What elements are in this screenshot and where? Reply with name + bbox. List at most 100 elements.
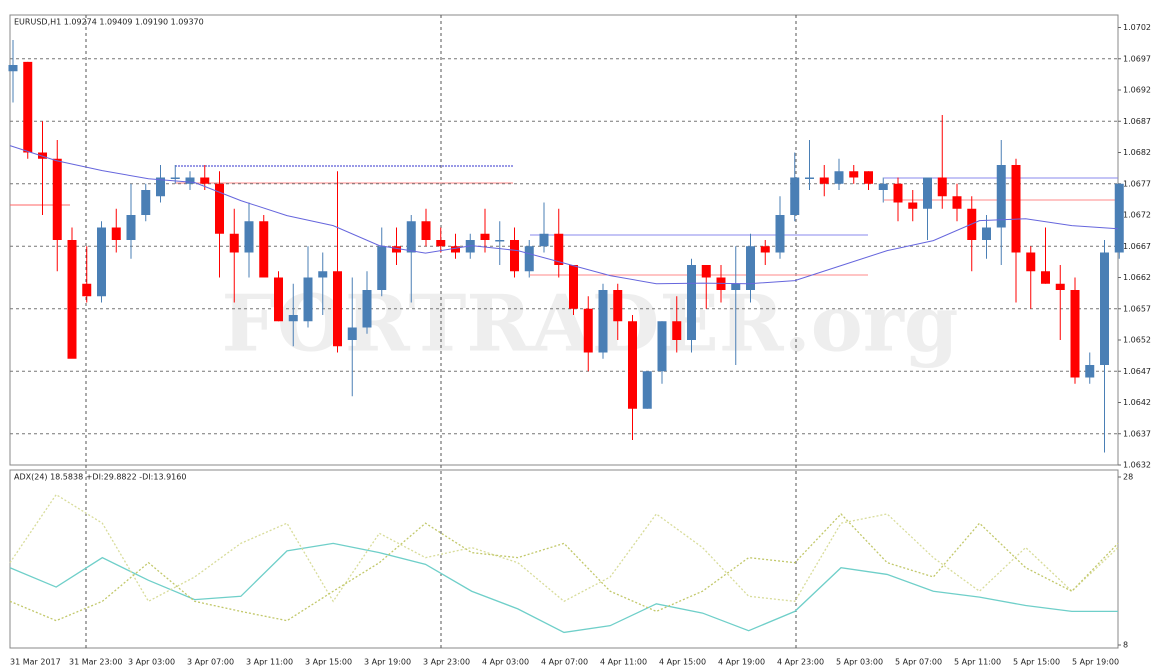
candle-body (849, 171, 859, 178)
x-tick-label: 3 Apr 11:00 (246, 658, 293, 667)
candle-body (67, 240, 77, 359)
candle-body (52, 158, 62, 240)
candle-body (97, 227, 106, 297)
x-tick-label: 5 Apr 11:00 (954, 658, 1001, 667)
indicator-line (9, 513, 1119, 622)
candle-body (598, 290, 608, 353)
candle-body (495, 240, 505, 242)
candle-body (333, 271, 342, 347)
x-tick-label: 31 Mar 23:00 (69, 658, 122, 667)
y-tick-label: 1.0682 (1123, 148, 1151, 157)
x-tick-label: 4 Apr 03:00 (482, 658, 529, 667)
y-tick-label: 8 (1123, 641, 1128, 650)
candle-body (1100, 252, 1109, 365)
candle-body (200, 177, 210, 184)
y-tick-label: 1.0657 (1123, 304, 1151, 313)
candle-body (554, 233, 564, 265)
candle-body (834, 171, 844, 184)
candle-body (229, 233, 239, 253)
y-tick-label: 1.0632 (1123, 461, 1151, 470)
candle-body (156, 177, 165, 197)
candle-body (362, 290, 372, 328)
candle-body (1055, 283, 1065, 290)
adx-panel (9, 469, 1119, 649)
candle-body (451, 246, 460, 253)
candle-body (288, 315, 298, 322)
x-tick-label: 3 Apr 15:00 (305, 658, 352, 667)
candle-body (996, 165, 1006, 228)
candle-body (215, 183, 224, 234)
candle-body (760, 246, 770, 253)
y-tick-label: 1.0637 (1123, 429, 1151, 438)
x-tick-label: 4 Apr 19:00 (718, 658, 765, 667)
candle-body (539, 233, 549, 247)
levels (10, 165, 1118, 276)
candle-body (569, 265, 578, 309)
y-tick-label: 1.0692 (1123, 86, 1151, 95)
x-tick-label: 4 Apr 07:00 (541, 658, 588, 667)
candle-body (864, 171, 873, 184)
x-tick-label: 5 Apr 03:00 (836, 658, 883, 667)
indicator-title: ADX(24) 18.5838 +DI:29.8822 -DI:13.9160 (14, 473, 186, 482)
candle-body (244, 221, 254, 253)
candle-body (406, 221, 416, 253)
x-tick-label: 3 Apr 23:00 (423, 658, 470, 667)
candle-body (701, 265, 711, 278)
candle-body (377, 246, 387, 290)
candle-body (908, 202, 918, 209)
y-tick-label: 1.0672 (1123, 211, 1151, 220)
x-tick-label: 4 Apr 23:00 (777, 658, 824, 667)
candle-body (421, 221, 431, 240)
candle-body (8, 65, 18, 72)
x-tick-label: 5 Apr 15:00 (1013, 658, 1060, 667)
candle-body (819, 177, 829, 184)
candle-body (687, 265, 696, 340)
candle-body (82, 283, 92, 297)
price-panel (9, 14, 1119, 466)
candle-body (347, 327, 357, 340)
candle-body (731, 283, 741, 290)
candle-body (805, 177, 814, 179)
y-tick-label: 1.0667 (1123, 242, 1151, 251)
candle-body (613, 290, 623, 322)
candle-body (1041, 271, 1050, 284)
candle-body (1085, 365, 1095, 378)
candle-body (628, 321, 637, 409)
indicator-line (9, 542, 1118, 634)
y-tick-label: 1.0652 (1123, 336, 1151, 345)
candle-body (790, 177, 800, 215)
y-tick-label: 1.0642 (1123, 398, 1151, 407)
y-tick-label: 1.0702 (1123, 23, 1151, 32)
candle-body (259, 221, 269, 278)
candle-body (893, 183, 903, 203)
y-tick-label: 1.0687 (1123, 117, 1151, 126)
candle-body (111, 227, 121, 240)
x-tick-label: 3 Apr 03:00 (128, 658, 175, 667)
chart-title: EURUSD,H1 1.09274 1.09409 1.09190 1.0937… (14, 18, 204, 27)
candle-body (775, 215, 785, 253)
candle-body (583, 308, 593, 353)
y-tick-label: 1.0647 (1123, 367, 1151, 376)
candle-body (274, 277, 283, 322)
candle-body (937, 177, 947, 197)
candle-body (1026, 252, 1036, 272)
candle-body (318, 271, 328, 278)
candle-body (38, 152, 47, 159)
candle-body (1114, 183, 1124, 253)
x-tick-label: 4 Apr 15:00 (659, 658, 706, 667)
candle-body (392, 246, 401, 253)
candle-body (1011, 165, 1021, 253)
candle-body (746, 246, 755, 290)
candle-body (1070, 290, 1080, 378)
candle-body (303, 277, 313, 322)
candle-body (657, 321, 667, 372)
candle-body (185, 177, 195, 184)
candle-body (480, 233, 490, 240)
candle-body (878, 183, 888, 190)
candle-body (524, 246, 534, 272)
candle-body (510, 240, 519, 272)
indicator-line (9, 493, 1119, 603)
y-tick-label: 1.0677 (1123, 179, 1151, 188)
candle-body (672, 321, 682, 340)
